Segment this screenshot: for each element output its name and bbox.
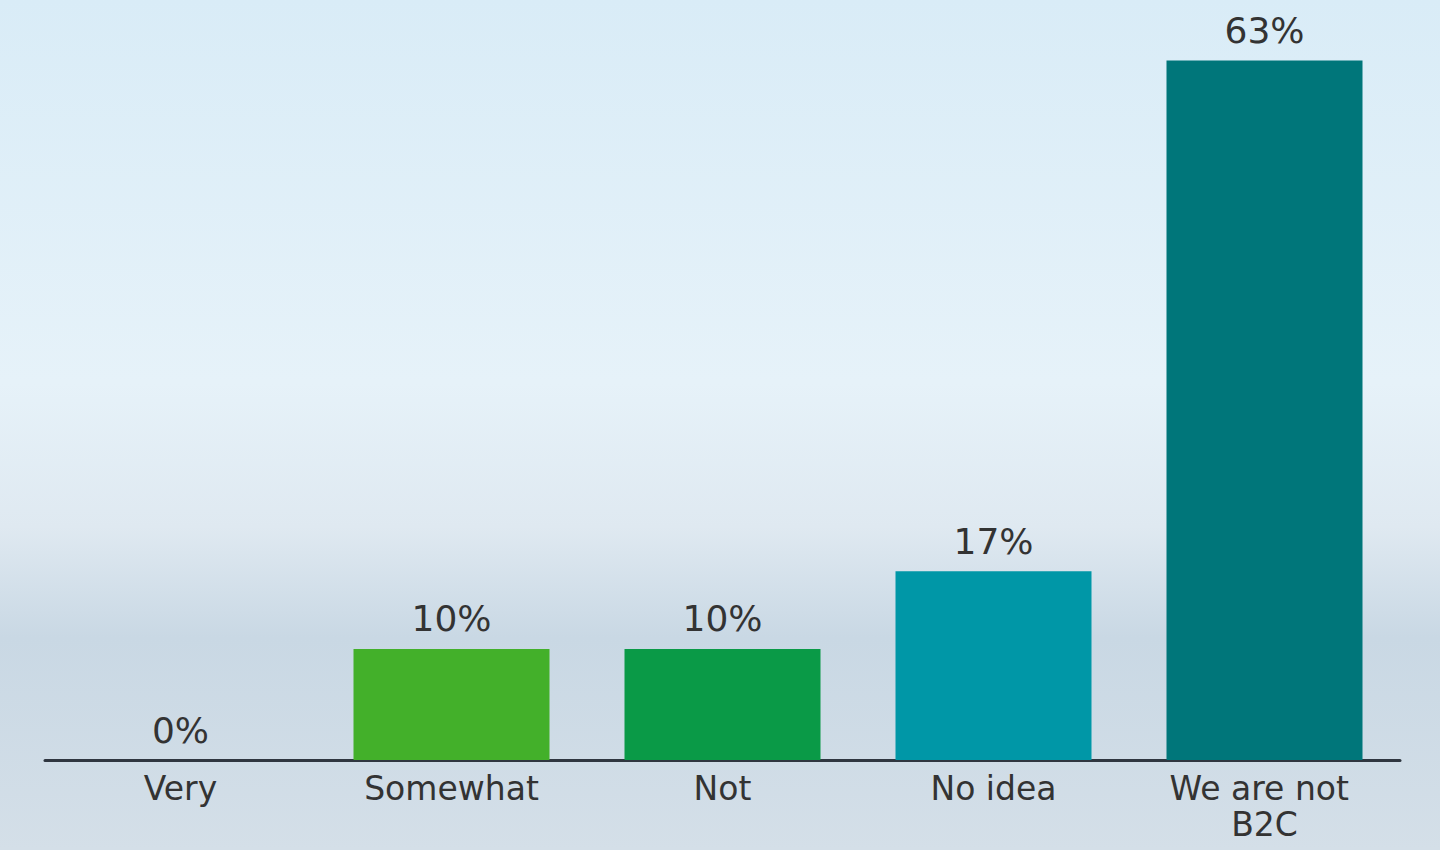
- svg-text:We are not: We are not: [1170, 769, 1360, 808]
- svg-text:Very: Very: [144, 769, 217, 808]
- svg-text:63%: 63%: [1224, 10, 1304, 51]
- svg-text:Somewhat: Somewhat: [364, 769, 539, 808]
- svg-text:10%: 10%: [682, 598, 762, 639]
- svg-text:17%: 17%: [953, 521, 1033, 562]
- svg-text:0%: 0%: [152, 710, 209, 751]
- svg-text:Not: Not: [694, 769, 752, 808]
- svg-text:No idea: No idea: [930, 769, 1056, 808]
- svg-text:B2C: B2C: [1231, 805, 1298, 844]
- svg-text:10%: 10%: [411, 598, 491, 639]
